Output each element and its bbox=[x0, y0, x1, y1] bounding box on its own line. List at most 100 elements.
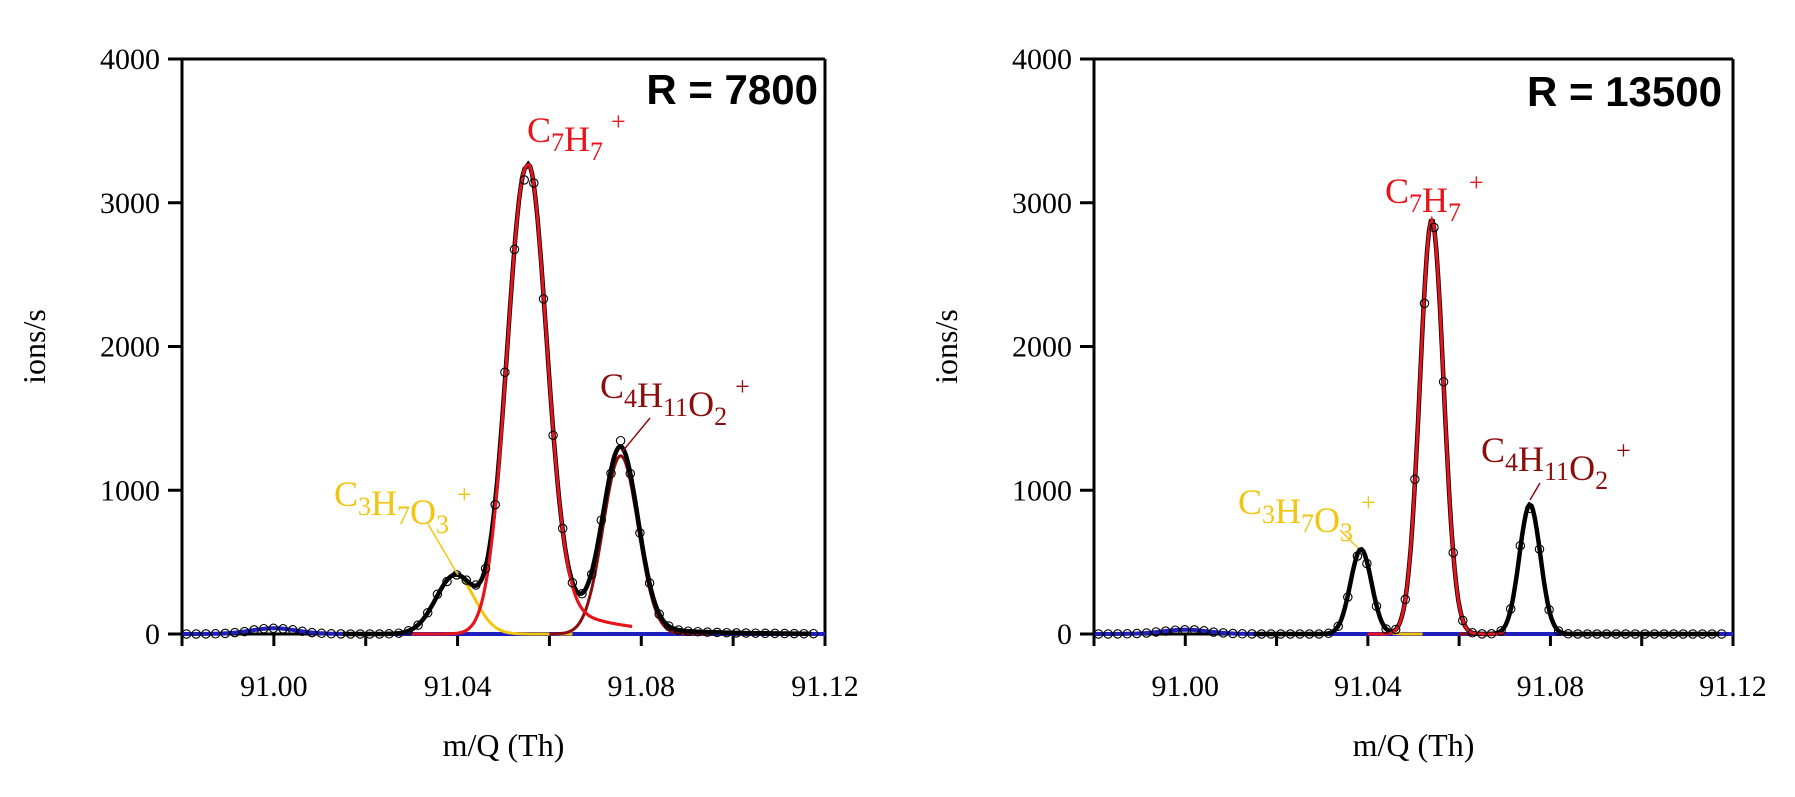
label-leader-line bbox=[427, 523, 459, 576]
x-tick-label: 91.00 bbox=[1152, 670, 1220, 703]
data-point bbox=[808, 628, 819, 639]
data-point bbox=[567, 577, 578, 588]
data-point bbox=[1390, 624, 1401, 635]
data-point bbox=[394, 628, 404, 638]
y-axis-label: ions/s bbox=[928, 309, 964, 384]
data-point bbox=[374, 629, 385, 639]
data-point bbox=[1343, 592, 1353, 602]
data-point bbox=[750, 628, 761, 638]
data-point bbox=[1630, 629, 1641, 639]
data-point bbox=[1534, 544, 1545, 554]
data-point bbox=[529, 178, 539, 188]
data-point bbox=[1400, 594, 1411, 605]
data-point bbox=[1180, 625, 1190, 635]
label-leader-line bbox=[1339, 529, 1359, 549]
data-point bbox=[1467, 628, 1478, 638]
data-point bbox=[1458, 615, 1468, 626]
data-point bbox=[1582, 629, 1593, 639]
data-point bbox=[1333, 621, 1343, 632]
data-point bbox=[1275, 629, 1286, 639]
data-point bbox=[1237, 629, 1248, 639]
data-point bbox=[799, 628, 809, 639]
data-point bbox=[509, 244, 520, 255]
data-point bbox=[586, 569, 597, 579]
data-point bbox=[1640, 629, 1650, 639]
data-point bbox=[1553, 626, 1564, 636]
data-point bbox=[673, 625, 684, 635]
chart-panel-1: 0 1000 2000 3000 4000 91.00 91.04 91.08 91.12 m/Q… bbox=[16, 43, 859, 763]
series-c4h11o2 bbox=[1459, 502, 1618, 636]
x-tick-label: 91.08 bbox=[608, 670, 676, 703]
data-point bbox=[422, 608, 433, 618]
data-point bbox=[1668, 629, 1679, 639]
data-point bbox=[1228, 628, 1238, 639]
data-point bbox=[1477, 629, 1487, 639]
data-point bbox=[1093, 629, 1104, 639]
data-point bbox=[403, 626, 414, 636]
data-point bbox=[1323, 628, 1334, 639]
data-point bbox=[1199, 626, 1209, 636]
data-point bbox=[1659, 629, 1669, 639]
peak-label-c7h7: C7H7+ bbox=[1385, 168, 1484, 227]
data-point bbox=[1419, 298, 1430, 309]
data-point bbox=[1208, 627, 1219, 637]
data-point bbox=[1266, 629, 1276, 639]
data-point bbox=[654, 609, 664, 619]
x-tick-label: 91.08 bbox=[1517, 670, 1585, 703]
data-point bbox=[1716, 629, 1727, 639]
x-tick-label: 91.04 bbox=[1334, 670, 1402, 703]
data-point bbox=[1649, 629, 1660, 639]
data-point bbox=[664, 621, 674, 631]
data-point bbox=[1141, 628, 1152, 638]
data-point bbox=[577, 589, 587, 599]
data-point bbox=[336, 629, 346, 639]
x-tick-label: 91.12 bbox=[1699, 670, 1767, 703]
y-tick-label: 2000 bbox=[1012, 331, 1072, 364]
series-c4h11o2 bbox=[549, 454, 710, 636]
data-point bbox=[683, 626, 693, 636]
y-tick-label: 1000 bbox=[1012, 474, 1072, 507]
y-tick-label: 4000 bbox=[100, 43, 160, 76]
data-point bbox=[220, 628, 230, 639]
data-point bbox=[249, 625, 259, 635]
series-sum-fit bbox=[1253, 218, 1720, 637]
data-point bbox=[693, 626, 703, 637]
data-point bbox=[1112, 629, 1123, 639]
data-point bbox=[326, 629, 337, 639]
data-point bbox=[770, 628, 780, 639]
peak-label-c3h7o3: C3H7O3+ bbox=[1238, 482, 1376, 547]
y-tick-label: 2000 bbox=[100, 331, 160, 364]
data-point bbox=[384, 629, 394, 639]
data-point bbox=[1601, 629, 1612, 639]
y-tick-label: 3000 bbox=[1012, 187, 1072, 220]
y-tick-label: 0 bbox=[145, 618, 160, 651]
data-point bbox=[779, 628, 790, 639]
data-point bbox=[1160, 626, 1171, 636]
data-point bbox=[1573, 629, 1583, 639]
data-point bbox=[442, 576, 452, 587]
data-point bbox=[1314, 629, 1324, 639]
data-point bbox=[1189, 625, 1200, 635]
data-point bbox=[1697, 629, 1708, 639]
data-point bbox=[1525, 503, 1535, 514]
data-point bbox=[471, 580, 481, 590]
data-point bbox=[596, 515, 607, 525]
peak-label-c7h7: C7H7+ bbox=[527, 107, 626, 166]
data-point bbox=[1371, 601, 1382, 611]
data-point bbox=[1611, 629, 1621, 639]
data-point bbox=[1304, 629, 1315, 639]
data-point bbox=[712, 627, 722, 638]
data-point bbox=[432, 589, 443, 600]
y-tick-label: 4000 bbox=[1012, 43, 1072, 76]
x-axis-label: m/Q (Th) bbox=[1353, 727, 1475, 763]
data-point bbox=[1544, 605, 1554, 615]
data-point bbox=[1132, 628, 1142, 639]
y-axis-label: ions/s bbox=[16, 309, 52, 384]
data-point bbox=[500, 367, 510, 378]
y-tick-label: 1000 bbox=[100, 474, 160, 507]
data-point bbox=[181, 629, 192, 639]
data-point bbox=[451, 570, 462, 580]
data-point bbox=[1352, 551, 1363, 561]
data-point bbox=[721, 627, 732, 638]
